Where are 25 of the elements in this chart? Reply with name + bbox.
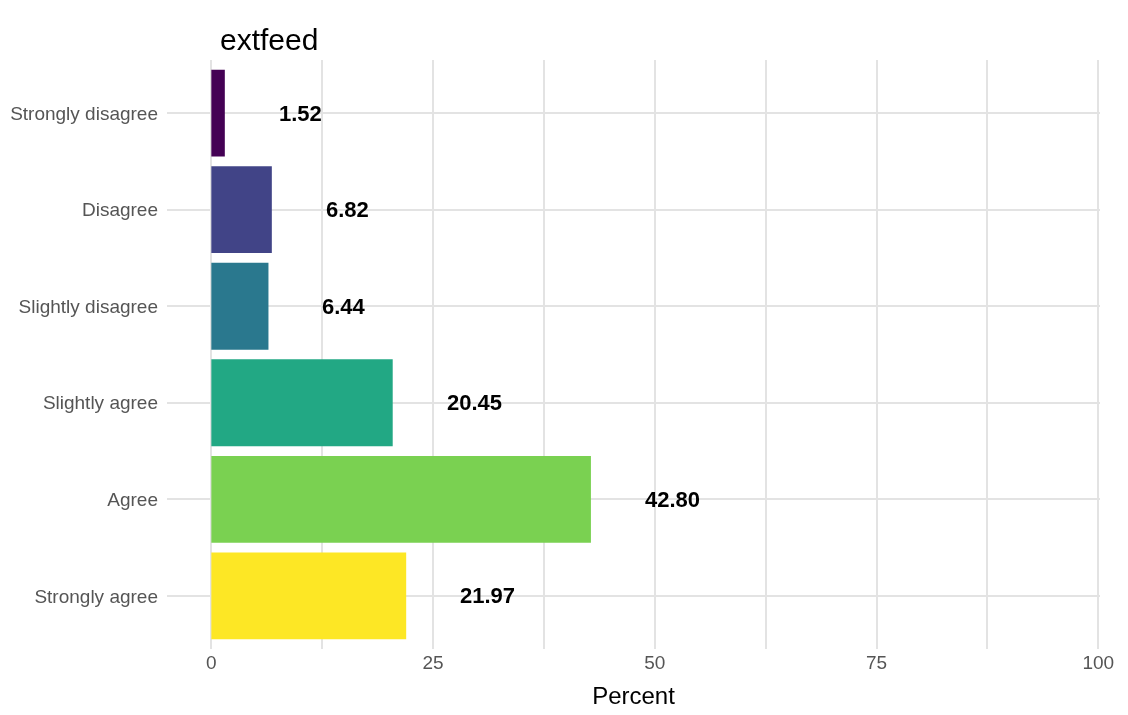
y-tick-label: Strongly disagree bbox=[10, 102, 158, 124]
x-axis-title: Percent bbox=[592, 682, 676, 710]
bar bbox=[211, 69, 225, 157]
y-tick-label: Agree bbox=[107, 488, 158, 510]
data-label: 20.45 bbox=[447, 390, 503, 415]
data-label: 1.52 bbox=[279, 101, 322, 126]
data-label: 6.44 bbox=[322, 294, 366, 319]
bar bbox=[211, 262, 269, 350]
bar bbox=[211, 166, 272, 254]
x-tick-label: 100 bbox=[1082, 652, 1115, 673]
data-label: 6.82 bbox=[326, 197, 369, 222]
x-tick-label: 0 bbox=[206, 652, 217, 673]
bar bbox=[211, 552, 407, 640]
y-tick-label: Strongly agree bbox=[34, 585, 158, 607]
y-tick-label: Slightly disagree bbox=[18, 295, 158, 317]
x-tick-label: 75 bbox=[865, 652, 888, 673]
bar bbox=[211, 359, 393, 447]
data-label: 21.97 bbox=[460, 583, 516, 608]
x-tick-label: 50 bbox=[644, 652, 666, 673]
bar bbox=[211, 455, 591, 543]
chart-title: extfeed bbox=[219, 22, 319, 56]
y-tick-label: Slightly agree bbox=[42, 392, 158, 414]
x-tick-label: 25 bbox=[422, 652, 444, 673]
data-label: 42.80 bbox=[645, 487, 701, 512]
y-tick-label: Disagree bbox=[81, 199, 158, 221]
